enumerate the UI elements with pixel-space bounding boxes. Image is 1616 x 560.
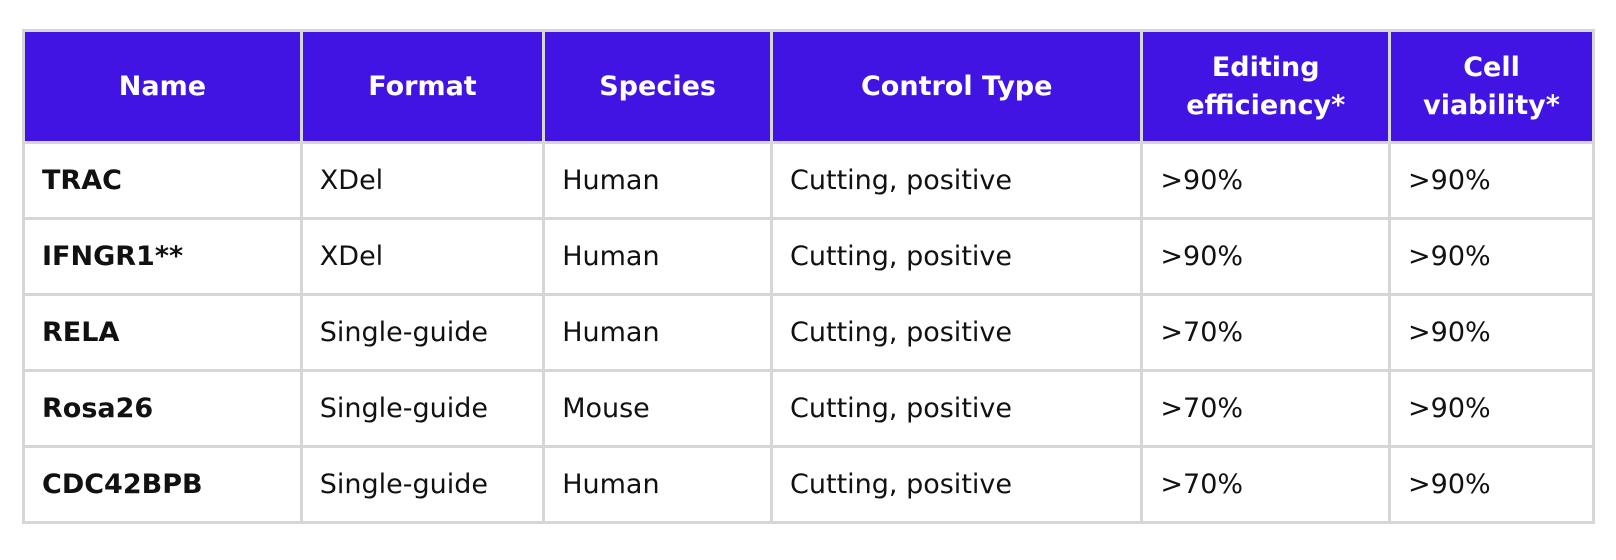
cell-species: Human [542, 293, 774, 372]
header-format-label: Format [368, 70, 477, 102]
header-name: Name [22, 29, 303, 144]
controls-table: Name Format Species Control Type Editing… [22, 29, 1595, 524]
cell-cell-viability: >90% [1388, 217, 1595, 296]
header-row: Name Format Species Control Type Editing… [22, 29, 1595, 144]
cell-name: Rosa26 [22, 369, 303, 448]
table-row: IFNGR1** XDel Human Cutting, positive >9… [22, 217, 1595, 296]
cell-species: Human [542, 445, 774, 524]
cell-format: Single-guide [299, 369, 546, 448]
table-row: Rosa26 Single-guide Mouse Cutting, posit… [22, 369, 1595, 448]
cell-species: Human [542, 141, 774, 220]
cell-name: TRAC [22, 141, 303, 220]
cell-format: Single-guide [299, 445, 546, 524]
cell-format: XDel [299, 141, 546, 220]
header-control-type-label: Control Type [860, 70, 1053, 102]
header-species: Species [542, 29, 774, 144]
cell-cell-viability: >90% [1388, 141, 1595, 220]
cell-species: Mouse [542, 369, 774, 448]
table-header: Name Format Species Control Type Editing… [22, 29, 1595, 144]
header-editing-efficiency: Editing efficiency* [1140, 29, 1392, 144]
header-cell-viability: Cell viability* [1388, 29, 1595, 144]
table-row: CDC42BPB Single-guide Human Cutting, pos… [22, 445, 1595, 524]
cell-name: IFNGR1** [22, 217, 303, 296]
cell-cell-viability: >90% [1388, 369, 1595, 448]
cell-name: CDC42BPB [22, 445, 303, 524]
header-control-type: Control Type [770, 29, 1144, 144]
cell-editing-efficiency: >70% [1140, 445, 1392, 524]
header-cell-viability-line-2: viability* [1423, 89, 1560, 121]
cell-control-type: Cutting, positive [770, 445, 1144, 524]
cell-control-type: Cutting, positive [770, 141, 1144, 220]
cell-species: Human [542, 217, 774, 296]
cell-format: Single-guide [299, 293, 546, 372]
header-name-label: Name [118, 70, 207, 102]
cell-control-type: Cutting, positive [770, 217, 1144, 296]
cell-editing-efficiency: >90% [1140, 217, 1392, 296]
header-cell-viability-line-1: Cell [1463, 51, 1520, 83]
cell-cell-viability: >90% [1388, 293, 1595, 372]
cell-name: RELA [22, 293, 303, 372]
table-body: TRAC XDel Human Cutting, positive >90% >… [22, 141, 1595, 524]
cell-format: XDel [299, 217, 546, 296]
cell-editing-efficiency: >70% [1140, 293, 1392, 372]
header-editing-efficiency-line-2: efficiency* [1186, 89, 1346, 121]
header-editing-efficiency-line-1: Editing [1211, 51, 1320, 83]
cell-control-type: Cutting, positive [770, 293, 1144, 372]
cell-control-type: Cutting, positive [770, 369, 1144, 448]
cell-editing-efficiency: >90% [1140, 141, 1392, 220]
table-row: RELA Single-guide Human Cutting, positiv… [22, 293, 1595, 372]
table-row: TRAC XDel Human Cutting, positive >90% >… [22, 141, 1595, 220]
header-species-label: Species [599, 70, 716, 102]
cell-editing-efficiency: >70% [1140, 369, 1392, 448]
header-format: Format [299, 29, 546, 144]
cell-cell-viability: >90% [1388, 445, 1595, 524]
